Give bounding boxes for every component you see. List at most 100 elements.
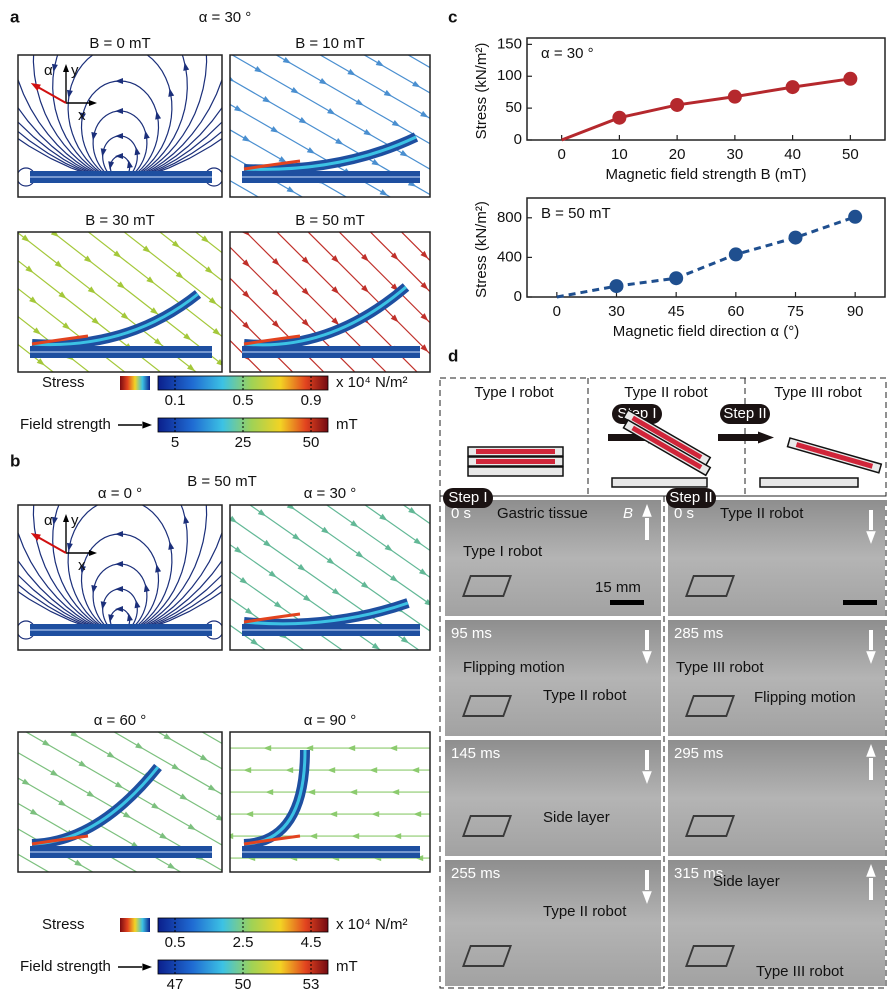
arrow-head <box>408 507 417 515</box>
arrow-head <box>175 271 184 279</box>
field-line <box>230 517 420 650</box>
x-tick-label: 75 <box>787 303 804 320</box>
field-line <box>32 505 208 635</box>
frame-note: Type III robot <box>756 963 844 980</box>
tissue-mark <box>461 815 513 837</box>
arrow-head <box>389 574 399 582</box>
arrow-head <box>270 126 279 133</box>
arrow-head <box>230 515 238 523</box>
data-point <box>843 71 858 86</box>
arrow-head <box>347 745 356 752</box>
arrow-head <box>70 732 79 738</box>
arrow-head <box>201 235 210 243</box>
arrow-head <box>33 484 39 492</box>
strip-red <box>631 425 703 470</box>
arrow-head <box>335 138 344 145</box>
arrow-head <box>74 859 83 867</box>
plot-title: B = 10 mT <box>295 35 365 52</box>
x-tick-label: 60 <box>727 303 744 320</box>
field-line <box>18 232 198 372</box>
x-tick-label: 30 <box>727 146 744 163</box>
panel-label: a <box>10 7 20 26</box>
plot-title: B = 0 mT <box>89 35 150 52</box>
inset-label: y <box>71 62 79 79</box>
arrow-head <box>390 252 399 261</box>
arrow-head <box>33 31 39 39</box>
arrow-head <box>379 189 388 196</box>
arrow-head <box>355 550 364 558</box>
arrow-head <box>278 156 287 163</box>
arrow-head <box>135 742 144 749</box>
y-tick-label: 0 <box>514 288 522 305</box>
colorbar-tick-label: 4.5 <box>301 934 322 951</box>
y-axis-label: Stress (kN/m²) <box>473 43 490 140</box>
arrow-head <box>758 431 774 444</box>
arrow-head <box>58 291 67 299</box>
colorbar-stress <box>157 917 329 933</box>
scale-bar <box>610 600 644 605</box>
arrow-head <box>142 963 152 971</box>
field-line <box>51 232 222 366</box>
plot-frame <box>17 54 223 198</box>
arrow-head <box>187 823 197 831</box>
arrow-head <box>301 256 310 265</box>
arrow-head <box>642 891 652 904</box>
arrow-head <box>239 576 248 585</box>
colorbar-unit: x 10⁴ N/m² <box>336 374 407 391</box>
annotation: α = 30 ° <box>541 45 594 62</box>
arrow-head <box>142 421 152 429</box>
arrow-head <box>78 760 87 768</box>
field-plot <box>230 232 430 372</box>
field-line <box>52 55 188 182</box>
inset-label: x <box>78 557 86 574</box>
arrow-head <box>230 76 235 82</box>
data-point <box>609 279 624 294</box>
arrow-head <box>134 599 141 609</box>
frame-time: 315 ms <box>674 865 723 882</box>
arrow-head <box>393 833 402 840</box>
arrow-head <box>127 612 133 622</box>
arrow-head <box>642 504 652 517</box>
arrow-head <box>399 149 409 157</box>
field-line <box>18 777 182 872</box>
arrow-head <box>9 442 15 450</box>
arrow-head <box>150 307 159 315</box>
colorbar-tick-label: 50 <box>303 434 320 451</box>
arrow-head <box>115 77 124 84</box>
arrow-head <box>389 745 398 752</box>
arrow-head <box>420 250 429 259</box>
panel-label: c <box>448 7 457 26</box>
y-tick-label: 50 <box>505 99 522 116</box>
arrow-head <box>115 152 124 159</box>
arrow-head <box>120 312 129 320</box>
plot-title: α = 90 ° <box>304 712 357 729</box>
robot-strip <box>611 477 708 488</box>
strip <box>759 477 859 488</box>
field-plot <box>230 732 430 872</box>
arrow-head <box>375 59 385 67</box>
beam-stress-root <box>31 834 89 846</box>
data-point <box>848 209 863 224</box>
field-line <box>87 232 222 338</box>
arrow-head <box>271 257 280 266</box>
data-point <box>785 80 800 95</box>
colorbar-tick-label: 5 <box>171 434 179 451</box>
arrow-head <box>208 297 217 305</box>
arrow-head <box>350 520 359 528</box>
data-point <box>728 247 743 262</box>
x-axis-label: Magnetic field direction α (°) <box>613 323 799 340</box>
arrow-head <box>866 864 876 877</box>
arrow-head <box>305 745 314 752</box>
arrow-head <box>371 159 380 166</box>
colorbar-stress <box>157 375 329 391</box>
arrow-head <box>298 117 308 124</box>
field-line <box>67 505 173 635</box>
strip-red <box>476 459 555 464</box>
arrow-head <box>866 531 876 544</box>
arrow-head <box>115 406 123 412</box>
colorbar-unit: mT <box>336 958 358 975</box>
arrow-head <box>115 3 123 9</box>
colorbar-tick-label: 25 <box>235 434 252 451</box>
y-tick-label: 100 <box>497 67 522 84</box>
step-label: Step II <box>723 405 766 422</box>
